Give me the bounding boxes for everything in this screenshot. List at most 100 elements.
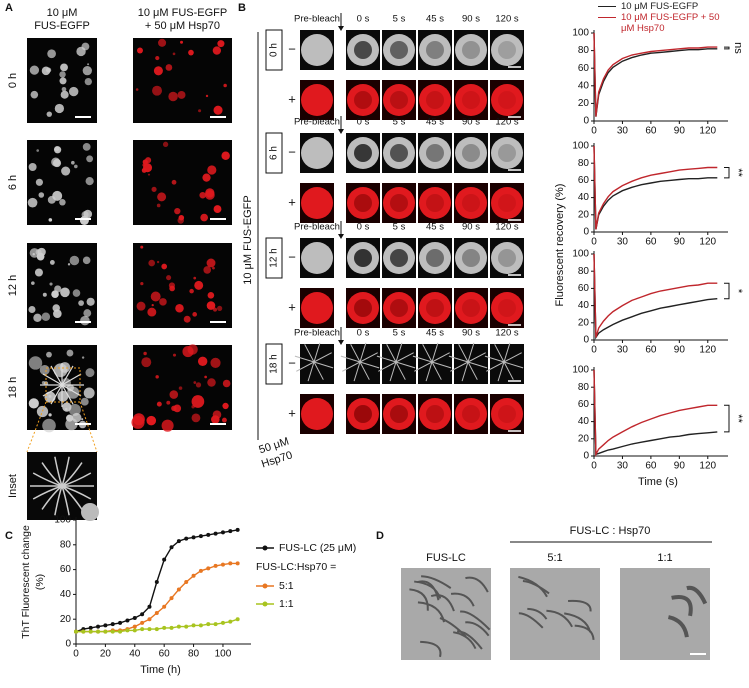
data-point <box>110 629 115 634</box>
fibril <box>497 361 505 382</box>
data-point <box>220 530 225 535</box>
droplet <box>85 368 95 378</box>
fibril <box>412 355 433 363</box>
bleach-spot <box>426 299 444 317</box>
fibril <box>448 355 469 363</box>
droplet <box>140 282 144 286</box>
inset-guide <box>26 401 47 453</box>
data-point <box>140 627 145 632</box>
series-line <box>593 32 718 117</box>
legend-swatch <box>598 6 616 7</box>
fibril <box>457 630 483 650</box>
droplet <box>162 141 169 147</box>
droplet <box>153 66 163 76</box>
fibril <box>340 355 361 363</box>
significance: ns <box>732 42 744 54</box>
y-tick-label: 80 <box>578 45 590 56</box>
droplet <box>61 166 71 176</box>
data-point <box>118 629 123 634</box>
fibril <box>395 352 414 363</box>
time-label: 90 s <box>462 328 480 339</box>
droplet <box>66 349 74 357</box>
droplet <box>175 304 184 313</box>
fibril <box>395 361 416 369</box>
bleach-spot <box>462 91 480 109</box>
droplet <box>31 281 35 285</box>
data-point <box>198 623 203 628</box>
droplet <box>66 384 74 392</box>
droplet <box>39 364 50 375</box>
fibril <box>686 585 708 605</box>
fibril <box>467 352 486 363</box>
time-label: Pre-bleach <box>294 222 340 233</box>
bleach-spot <box>390 144 408 162</box>
droplet <box>455 84 487 116</box>
droplet <box>213 205 222 213</box>
x-tick-label: 120 <box>699 345 716 356</box>
fibril <box>453 631 477 650</box>
bleach-spot <box>390 194 408 212</box>
droplet <box>156 401 162 407</box>
droplet <box>178 214 185 221</box>
x-tick-label: 0 <box>591 345 597 356</box>
fibril <box>342 361 361 372</box>
data-point <box>88 625 93 630</box>
droplet <box>54 146 60 152</box>
bleach-spot <box>354 249 372 267</box>
droplet <box>347 84 379 116</box>
droplet <box>155 375 159 379</box>
droplet <box>161 263 168 270</box>
significance: * <box>732 289 744 294</box>
sig-bracket <box>724 46 730 50</box>
droplet <box>81 42 90 51</box>
droplet <box>178 386 183 390</box>
row-label: 0 h <box>7 73 19 88</box>
fibril <box>568 599 592 612</box>
droplet <box>193 381 197 384</box>
droplet <box>222 402 229 410</box>
y-tick-label: 60 <box>60 564 72 575</box>
time-label: 45 s <box>426 328 444 339</box>
column-label: 5:1 <box>547 552 562 564</box>
series-line <box>593 253 718 340</box>
data-point <box>176 539 181 544</box>
fibril <box>484 355 505 363</box>
bleach-spot <box>390 299 408 317</box>
bleach-spot <box>462 144 480 162</box>
data-point <box>191 623 196 628</box>
droplet <box>455 242 487 274</box>
bleach-spot <box>462 194 480 212</box>
fibril <box>61 456 70 487</box>
fibril <box>41 485 63 510</box>
data-point <box>154 627 159 632</box>
y-axis-label: Fluorescent recovery (%) <box>554 184 566 307</box>
bleach-spot <box>498 144 516 162</box>
fibril <box>450 592 475 607</box>
droplet <box>48 218 53 222</box>
droplet <box>205 188 215 198</box>
legend-text: 10 μM FUS-EGFP <box>621 1 699 12</box>
x-tick-label: 60 <box>645 237 657 248</box>
fibril <box>431 361 442 380</box>
bleach-spot <box>390 249 408 267</box>
time-label: 5 s <box>393 328 406 339</box>
legend-title: FUS-LC:Hsp70 = <box>256 561 336 573</box>
droplet <box>455 398 487 430</box>
fibril <box>420 640 442 658</box>
data-point <box>213 622 218 627</box>
fibril <box>421 575 452 589</box>
fibril <box>425 361 433 382</box>
droplet <box>136 47 143 54</box>
fibril <box>32 485 63 500</box>
droplet <box>143 163 153 173</box>
x-tick-label: 120 <box>699 237 716 248</box>
fibril <box>574 624 595 640</box>
x-tick-label: 100 <box>215 649 232 660</box>
time-label: 5 s <box>393 222 406 233</box>
droplet <box>491 187 523 219</box>
droplet <box>199 191 206 199</box>
bleach-spot <box>354 41 372 59</box>
bleach-spot <box>498 405 516 423</box>
y-tick-label: 20 <box>578 98 590 109</box>
droplet <box>71 160 75 165</box>
